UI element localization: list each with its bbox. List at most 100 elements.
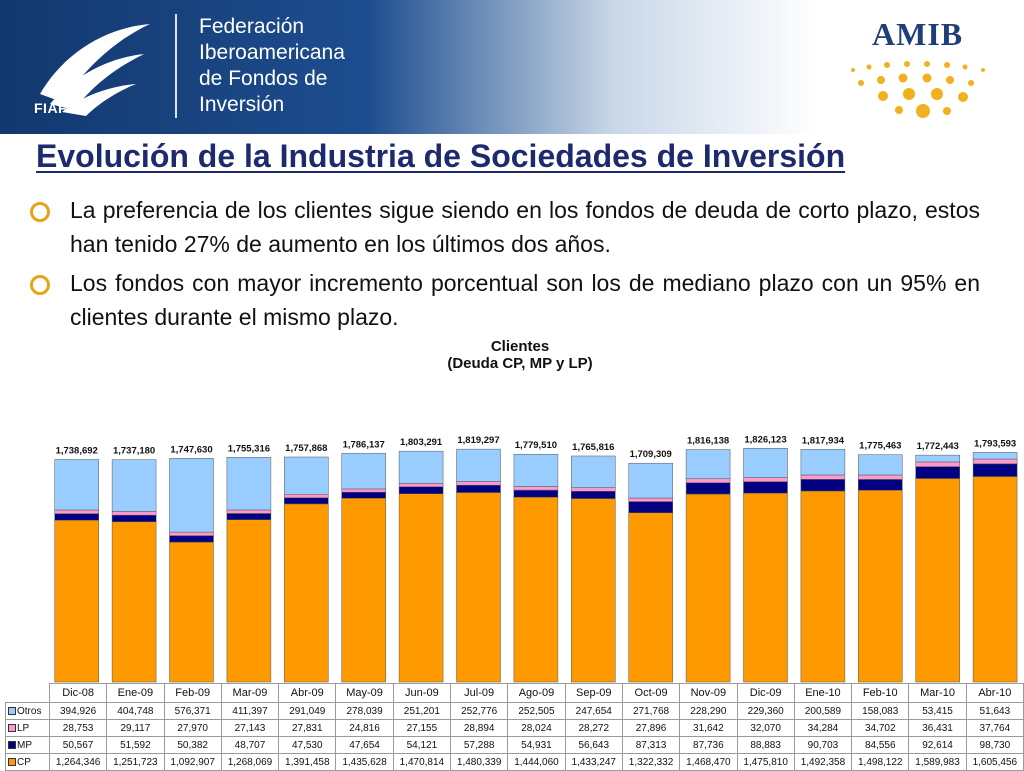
bar-segment-otros (685, 449, 731, 480)
bar-segment-mp (456, 484, 501, 493)
bar-segment-mp (972, 463, 1018, 477)
bar-segment-cp (284, 503, 329, 683)
table-cell: 252,776 (450, 702, 509, 720)
fiafin-acronym: FIAFIN (34, 100, 83, 116)
series-name: MP (17, 739, 32, 751)
amib-logo-text: AMIB (872, 16, 964, 52)
table-cell: 28,753 (48, 719, 108, 737)
bar-segment-otros (915, 454, 960, 463)
bullet-circle-icon (30, 275, 50, 295)
bar-segment-cp (456, 492, 501, 683)
bar-segment-otros (398, 450, 444, 484)
table-cell: 27,896 (621, 719, 681, 737)
table-cell: 1,322,332 (621, 753, 681, 771)
bar-total-label: 1,817,934 (802, 435, 845, 446)
bar-segment-cp (398, 493, 444, 683)
category-label: Jul-09 (450, 683, 509, 703)
category-label: Feb-10 (851, 683, 910, 703)
bar-total-label: 1,737,180 (113, 446, 155, 457)
table-cell: 87,736 (679, 736, 738, 754)
bar-total-label: 1,793,593 (974, 438, 1016, 449)
table-cell: 291,049 (278, 702, 337, 720)
table-cell: 48,707 (220, 736, 280, 754)
bar-segment-otros (341, 453, 386, 490)
category-label: Ene-10 (793, 683, 853, 703)
bullet-item: La preferencia de los clientes sigue sie… (30, 193, 980, 261)
table-row: MP 50,567 51,592 50,382 48,707 47,530 47,654 54… (5, 736, 1024, 754)
table-cell: 29,117 (106, 719, 165, 737)
bar-segment-otros (226, 457, 272, 511)
bar-segment-otros (111, 459, 157, 512)
bar-segment-otros (571, 455, 616, 488)
page-title: Evolución de la Industria de Sociedades … (36, 138, 846, 174)
bar-segment-lp (685, 478, 731, 484)
table-cell: 47,530 (278, 736, 337, 754)
table-cell: 88,883 (736, 736, 795, 754)
category-label: Nov-09 (679, 683, 738, 703)
bar-total-label: 1,757,868 (285, 443, 327, 454)
table-cell: 87,313 (621, 736, 681, 754)
bar-segment-cp (743, 492, 788, 683)
bar-segment-lp (54, 509, 99, 514)
table-cell: 53,415 (908, 702, 967, 720)
bar-segment-lp (800, 474, 846, 480)
table-cell: 84,556 (851, 736, 910, 754)
table-cell: 92,614 (908, 736, 967, 754)
stacked-bar-chart: 1,738,692 1,737,180 1,747,630 1,755,316 1,75… (54, 434, 1018, 683)
table-cell: 27,970 (163, 719, 222, 737)
bar-total-label: 1,779,510 (515, 440, 557, 451)
bar-segment-cp (972, 476, 1018, 683)
bar-segment-cp (858, 489, 903, 683)
legend-swatch (8, 757, 16, 766)
table-cell: 251,201 (392, 702, 452, 720)
bar-segment-cp (226, 519, 272, 683)
table-cell: 27,143 (220, 719, 280, 737)
category-label: Mar-10 (908, 683, 967, 703)
bar-segment-otros (513, 453, 559, 487)
table-cell: 247,654 (564, 702, 623, 720)
bar-segment-cp (915, 478, 960, 683)
bar-segment-mp (800, 479, 846, 492)
series-name: CP (17, 756, 31, 768)
bar-segment-lp (456, 481, 501, 486)
table-cell: 54,931 (507, 736, 566, 754)
bar-total-label: 1,775,463 (859, 441, 901, 452)
bar-segment-cp (169, 541, 214, 683)
bar-segment-lp (341, 488, 386, 493)
bar-segment-cp (54, 519, 99, 683)
bullet-circle-icon (30, 202, 50, 222)
bar-segment-mp (513, 489, 559, 498)
table-cell: 24,816 (335, 719, 394, 737)
bar-total-label: 1,738,692 (56, 445, 98, 456)
bar-segment-mp (341, 491, 386, 499)
bar-segment-otros (628, 462, 673, 499)
bar-segment-lp (284, 493, 329, 499)
table-cell: 158,083 (851, 702, 910, 720)
series-name: Otros (17, 705, 42, 717)
bar-segment-cp (628, 512, 673, 683)
amib-logo-dots (851, 61, 985, 118)
org-name-line: Federación (199, 15, 305, 38)
fiafin-logo (40, 24, 150, 116)
table-cell: 229,360 (736, 702, 795, 720)
org-name: Federación Iberoamericana de Fondos de I… (199, 14, 345, 118)
bar-segment-mp (111, 514, 157, 523)
bar-segment-mp (915, 466, 960, 479)
table-corner (6, 684, 50, 703)
bar-segment-lp (571, 487, 616, 492)
series-name: LP (17, 722, 30, 734)
table-cell: 37,764 (965, 719, 1024, 737)
category-label: Ago-09 (507, 683, 566, 703)
bar-segment-mp (54, 513, 99, 521)
table-cell: 411,397 (220, 702, 280, 720)
table-cell: 228,290 (679, 702, 738, 720)
bar-segment-lp (743, 477, 788, 482)
category-label: May-09 (335, 683, 394, 703)
table-cell: 576,371 (163, 702, 222, 720)
bar-total-label: 1,709,309 (630, 449, 672, 460)
bar-segment-mp (858, 479, 903, 491)
table-cell: 252,505 (507, 702, 566, 720)
table-cell: 271,768 (621, 702, 681, 720)
bar-segment-otros (54, 459, 99, 511)
category-label: Dic-08 (48, 683, 108, 703)
